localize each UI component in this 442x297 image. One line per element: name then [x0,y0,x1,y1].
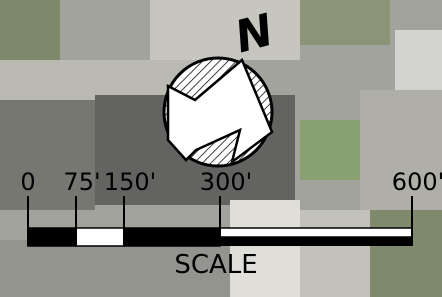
scale-segment [220,228,412,237]
scale-segment [220,237,412,246]
map: N 075'150'300'600' SCALE [0,0,442,297]
scale-tick-label: 600' [392,168,442,196]
scale-tick-label: 300' [200,168,252,196]
scale-title: SCALE [174,250,257,280]
scale-segment [76,228,124,246]
scale-segment [124,228,220,246]
scale-tick-label: 0 [20,168,35,196]
scale-tick-label: 150' [104,168,156,196]
scale-tick-label: 75' [63,168,100,196]
scale-segment [28,228,76,246]
